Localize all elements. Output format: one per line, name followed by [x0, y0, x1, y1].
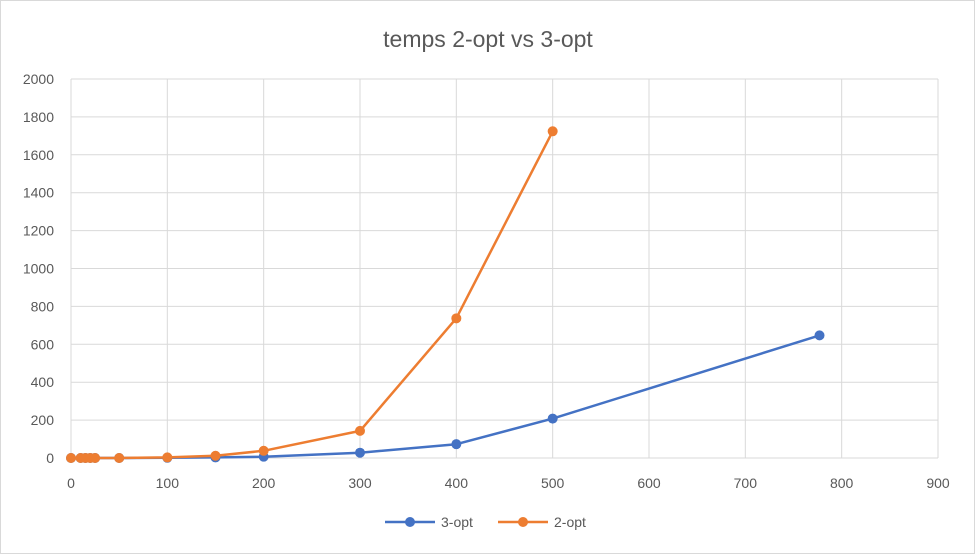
- x-tick-label: 0: [67, 475, 75, 491]
- data-point: [355, 447, 365, 458]
- series-layer: [66, 126, 825, 463]
- x-tick-label: 600: [637, 475, 661, 491]
- x-tick-label: 300: [348, 475, 372, 491]
- y-tick-label: 1800: [23, 109, 54, 125]
- data-point: [258, 445, 269, 456]
- series-2-opt: [66, 126, 558, 463]
- series-line: [71, 334, 820, 460]
- y-tick-label: 1600: [23, 147, 54, 163]
- data-point: [66, 453, 76, 463]
- data-point: [451, 313, 462, 324]
- x-tick-label: 400: [445, 475, 469, 491]
- data-point: [162, 452, 173, 463]
- legend-marker: [405, 517, 415, 527]
- y-tick-label: 0: [46, 450, 54, 466]
- series-line: [71, 130, 554, 460]
- y-tick-label: 200: [31, 412, 55, 428]
- data-point: [547, 413, 558, 424]
- y-tick-label: 400: [31, 374, 55, 390]
- y-tick-label: 1400: [23, 185, 54, 201]
- data-point: [451, 439, 462, 450]
- axis-tick-labels: 0 100 200 300 400 500 600 700 800 900 0 200 400 600 80…: [23, 71, 950, 491]
- data-point: [210, 450, 221, 461]
- data-point: [547, 126, 558, 137]
- legend-label: 2-opt: [554, 514, 586, 530]
- legend-item: 3-opt: [385, 514, 473, 530]
- series-3-opt: [66, 330, 825, 463]
- x-tick-label: 700: [734, 475, 758, 491]
- data-point: [114, 453, 125, 463]
- x-tick-label: 800: [830, 475, 854, 491]
- legend-item: 2-opt: [498, 514, 586, 530]
- gridlines: [70, 78, 939, 459]
- y-tick-label: 800: [31, 298, 55, 314]
- data-point: [814, 330, 825, 341]
- data-point: [90, 453, 101, 463]
- x-tick-label: 100: [156, 475, 180, 491]
- y-tick-label: 1200: [23, 223, 54, 239]
- chart-title: temps 2-opt vs 3-opt: [383, 26, 593, 52]
- legend-marker: [518, 517, 528, 527]
- x-tick-label: 500: [541, 475, 565, 491]
- y-tick-label: 1000: [23, 261, 54, 277]
- x-tick-label: 900: [926, 475, 950, 491]
- y-tick-label: 2000: [23, 71, 54, 87]
- legend-label: 3-opt: [441, 514, 473, 530]
- x-tick-label: 200: [252, 475, 276, 491]
- legend: 3-opt 2-opt: [385, 514, 586, 530]
- data-point: [355, 425, 365, 436]
- y-tick-label: 600: [31, 336, 55, 352]
